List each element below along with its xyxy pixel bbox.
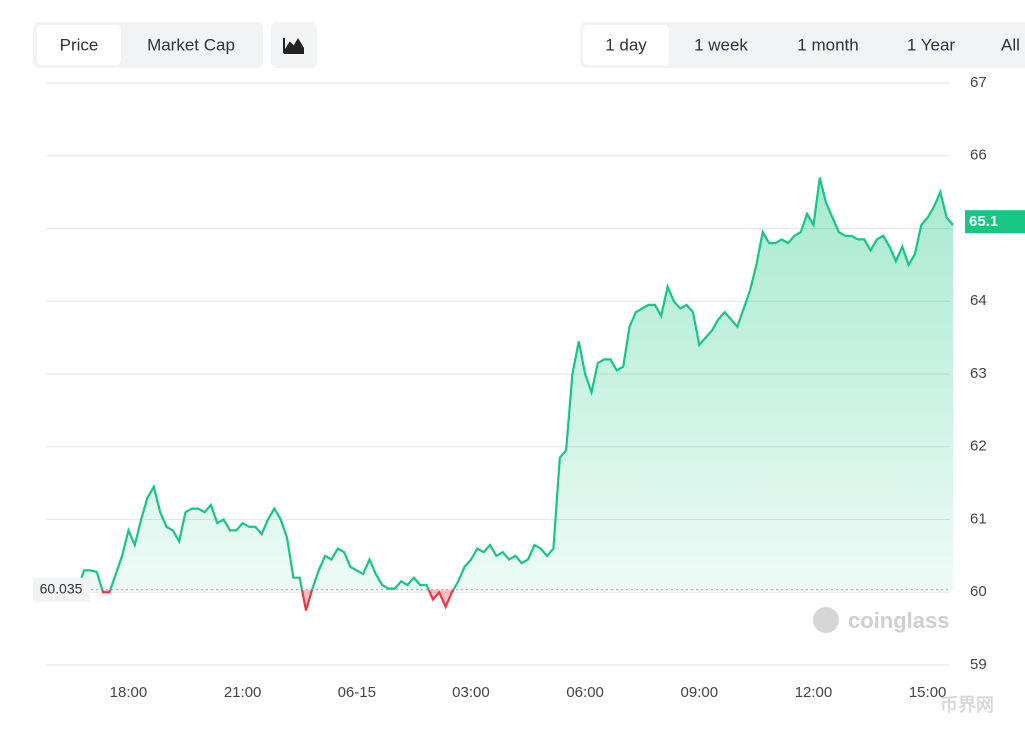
y-tick-label: 59 bbox=[970, 656, 987, 673]
baseline-label: 60.035 bbox=[40, 580, 83, 596]
corner-watermark: 币界网 bbox=[940, 695, 994, 715]
y-tick-label: 64 bbox=[970, 292, 987, 309]
y-tick-label: 66 bbox=[970, 147, 987, 164]
y-tick-label: 60 bbox=[970, 583, 987, 600]
x-tick-label: 18:00 bbox=[110, 684, 148, 701]
tab[interactable]: Market Cap bbox=[147, 35, 235, 54]
area-up bbox=[46, 177, 953, 590]
baseline-box bbox=[33, 577, 90, 602]
x-tick-label: 15:00 bbox=[909, 684, 947, 701]
x-tick-label: 21:00 bbox=[224, 684, 262, 701]
range[interactable]: 1 month bbox=[797, 35, 858, 54]
y-tick-label: 61 bbox=[970, 510, 987, 527]
y-tick-label: 62 bbox=[970, 438, 987, 455]
tab-active bbox=[37, 25, 121, 65]
x-tick-label: 09:00 bbox=[681, 684, 719, 701]
range[interactable]: 1 day bbox=[605, 35, 647, 54]
price-line bbox=[45, 177, 954, 590]
range-group bbox=[580, 22, 1025, 68]
range-active bbox=[583, 25, 669, 65]
chart-icon bbox=[283, 38, 304, 54]
range[interactable]: 1 Year bbox=[907, 35, 956, 54]
logo bbox=[813, 607, 839, 633]
range[interactable]: 1 week bbox=[694, 35, 748, 54]
x-tick-label: 06:00 bbox=[566, 684, 604, 701]
x-tick-label: 06-15 bbox=[338, 684, 376, 701]
last-price-box bbox=[965, 210, 1025, 234]
x-tick-label: 03:00 bbox=[452, 684, 490, 701]
y-tick-label: 63 bbox=[970, 365, 987, 382]
y-tick-label: 67 bbox=[970, 74, 987, 91]
x-tick-label: 12:00 bbox=[795, 684, 833, 701]
watermark: coinglass bbox=[848, 608, 949, 633]
tab[interactable]: Price bbox=[60, 35, 99, 54]
last-price-label: 65.1 bbox=[969, 213, 998, 230]
range[interactable]: All bbox=[1001, 35, 1020, 54]
